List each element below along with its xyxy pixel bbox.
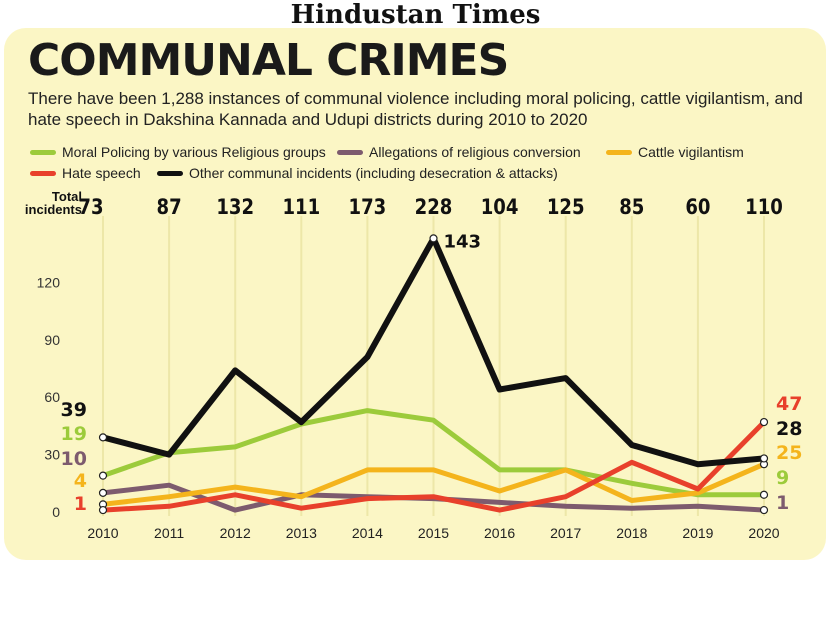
legend-swatch (606, 149, 632, 155)
x-tick-label: 2013 (286, 525, 317, 541)
y-tick-label: 0 (52, 504, 60, 520)
total-incidents-label: Total incidents (24, 190, 82, 216)
series-line-0 (100, 408, 767, 498)
series-end-label: 47 (776, 393, 802, 415)
series-end-label: 25 (776, 442, 802, 464)
total-value: 87 (157, 195, 182, 220)
legend-item-cattle-vigilantism: Cattle vigilantism (606, 144, 744, 160)
y-tick-label: 30 (44, 447, 60, 463)
total-value: 73 (78, 195, 103, 220)
data-point-marker (98, 433, 108, 442)
total-value: 173 (349, 195, 387, 220)
total-value: 60 (685, 195, 710, 220)
series-line-2 (100, 461, 767, 507)
total-label-line1: Total (51, 189, 82, 204)
series-start-label: 1 (74, 493, 87, 515)
legend-label: Other communal incidents (including dese… (189, 165, 558, 181)
x-tick-label: 2010 (87, 525, 118, 541)
chart-subtitle: There have been 1,288 instances of commu… (28, 89, 803, 129)
total-value: 228 (415, 195, 453, 220)
chart-title: COMMUNAL CRIMES (28, 35, 509, 86)
series-start-label: 39 (61, 399, 87, 421)
data-point-marker (759, 490, 769, 499)
data-point-marker (98, 471, 108, 480)
series-start-label: 10 (61, 448, 87, 470)
data-point-marker (759, 417, 769, 427)
series-line-3 (100, 419, 767, 513)
series-end-label: 1 (776, 492, 789, 514)
series-start-label: 19 (61, 423, 87, 445)
x-tick-label: 2017 (550, 525, 581, 541)
data-point-marker (759, 454, 769, 463)
x-tick-label: 2016 (484, 525, 515, 541)
data-point-marker (98, 488, 108, 497)
series-start-label: 4 (74, 470, 87, 492)
x-tick-label: 2019 (682, 525, 713, 541)
legend-item-other-incidents: Other communal incidents (including dese… (157, 165, 558, 181)
total-value: 110 (745, 195, 783, 220)
total-value: 125 (547, 195, 585, 220)
x-tick-label: 2011 (154, 525, 184, 541)
total-value: 104 (481, 195, 519, 220)
y-tick-label: 120 (37, 274, 61, 290)
legend-label: Moral Policing by various Religious grou… (62, 144, 326, 160)
total-value: 132 (216, 195, 254, 220)
legend-item-hate-speech: Hate speech (30, 165, 141, 181)
data-point-marker (759, 505, 769, 515)
x-tick-label: 2014 (352, 525, 383, 541)
data-point-marker (98, 505, 108, 515)
legend-item-moral-policing: Moral Policing by various Religious grou… (30, 144, 326, 160)
y-tick-label: 60 (44, 389, 60, 405)
peak-label: 143 (444, 231, 482, 252)
x-tick-label: 2012 (220, 525, 251, 541)
legend-label: Allegations of religious conversion (369, 144, 581, 160)
legend-swatch (337, 149, 363, 155)
total-label-line2: incidents (24, 202, 82, 217)
total-value: 85 (619, 195, 644, 220)
legend-swatch (30, 170, 56, 176)
series-end-label: 28 (776, 418, 802, 440)
legend-swatch (30, 149, 56, 155)
legend-label: Hate speech (62, 165, 141, 181)
x-tick-label: 2018 (616, 525, 647, 541)
masthead-logo: Hindustan Times (290, 0, 541, 30)
legend-label: Cattle vigilantism (638, 144, 744, 160)
peak-marker (429, 234, 438, 243)
y-tick-label: 90 (44, 332, 60, 348)
x-tick-label: 2015 (418, 525, 449, 541)
x-tick-label: 2020 (748, 525, 779, 541)
total-value: 111 (282, 195, 320, 220)
legend-item-religious-conversion: Allegations of religious conversion (337, 144, 581, 160)
series-end-label: 9 (776, 467, 789, 489)
legend-swatch (157, 170, 183, 176)
